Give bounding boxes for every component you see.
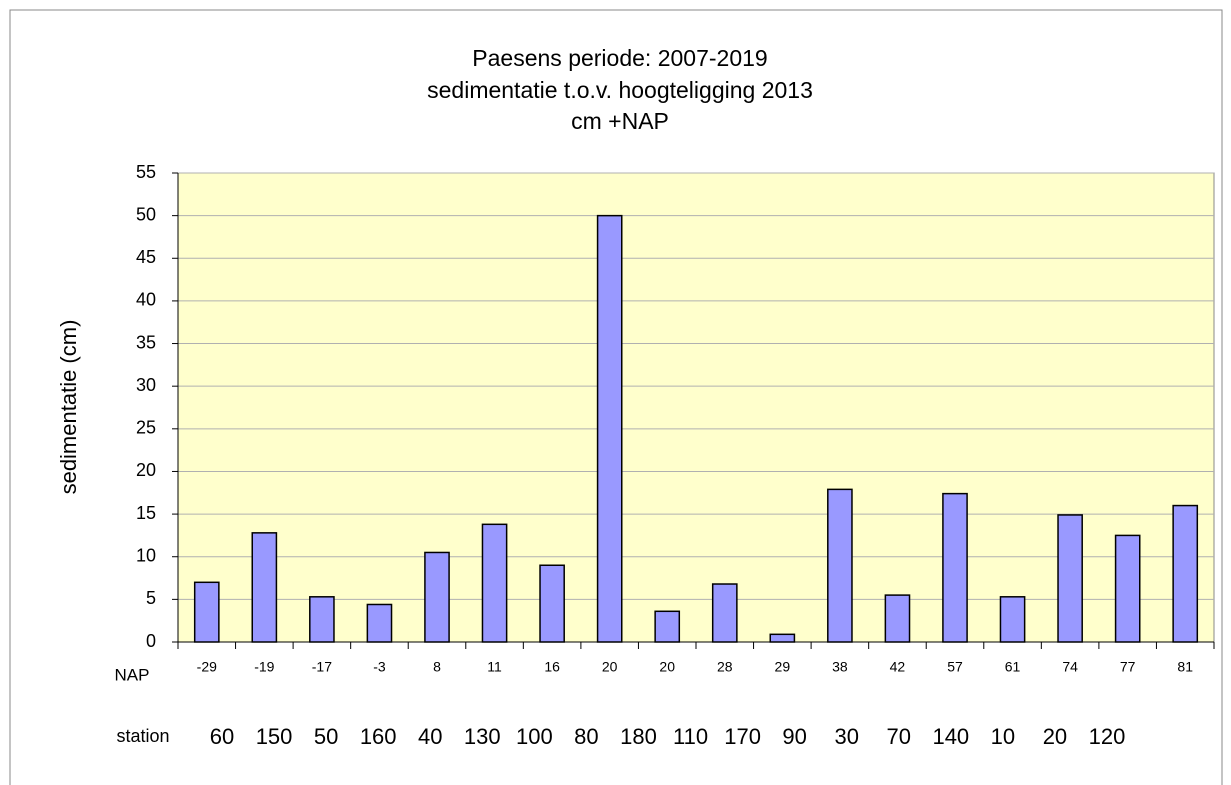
y-tick-label: 10 [136,545,156,565]
x-tick-label: 20 [659,659,675,675]
x-tick-label: 61 [1005,659,1021,675]
x-tick-label: 42 [890,659,906,675]
y-tick-label: 5 [146,588,156,608]
y-tick-label: 20 [136,460,156,480]
station-label: 10 [991,724,1015,749]
bar [942,492,968,643]
station-label: 90 [782,724,806,749]
x-tick-label: -19 [254,659,274,675]
station-label: 70 [887,724,911,749]
bar [366,603,393,643]
chart-title: Paesens periode: 2007-2019 [472,45,767,71]
station-label: 170 [724,724,761,749]
bar [999,596,1026,643]
station-label: 20 [1043,724,1067,749]
chart-title: cm +NAP [571,108,669,134]
x-tick-label: -17 [312,659,332,675]
bar [884,594,911,643]
station-label: 140 [932,724,969,749]
chart-title: sedimentatie t.o.v. hoogteligging 2013 [427,77,813,103]
bar [596,214,623,643]
y-tick-label: 25 [136,418,156,438]
bar [251,532,278,643]
x-tick-label: -3 [373,659,386,675]
x-tick-label: 57 [947,659,963,675]
bar [1114,534,1141,643]
x-tick-label: 74 [1062,659,1078,675]
x-tick-label: 11 [487,659,502,675]
station-label: 80 [574,724,598,749]
station-label: 60 [210,724,234,749]
bar [193,581,220,643]
y-tick-label: 50 [136,204,156,224]
bar [309,596,335,643]
station-label: 40 [418,724,442,749]
bar [827,488,853,643]
x-tick-label: 29 [775,659,791,675]
row-label: station [116,726,169,746]
y-tick-label: 0 [146,631,156,651]
bar [424,551,450,643]
bar [711,583,738,643]
station-label: 120 [1089,724,1126,749]
station-label: 30 [834,724,858,749]
x-tick-label: -29 [197,659,217,675]
y-axis-label: sedimentatie (cm) [56,320,81,495]
y-tick-label: 55 [136,162,156,182]
y-tick-label: 45 [136,247,156,267]
bar [539,564,565,643]
y-tick-label: 40 [136,290,156,310]
y-tick-label: 30 [136,375,156,395]
station-label: 100 [516,724,553,749]
x-tick-label: 8 [433,659,441,675]
y-tick-label: 15 [136,503,156,523]
x-tick-label: 28 [717,659,733,675]
station-label: 130 [464,724,501,749]
x-tick-label: 16 [544,659,560,675]
bar [1172,504,1199,643]
station-label: 110 [673,724,708,749]
bar [769,633,796,643]
x-tick-label: 81 [1177,659,1193,675]
station-label: 150 [256,724,293,749]
bar [481,523,508,643]
plot-area [177,172,1215,643]
x-tick-label: 20 [602,659,618,675]
bar [654,610,681,643]
station-label: 180 [620,724,657,749]
row-label: NAP [115,665,150,684]
x-tick-label: 77 [1120,659,1136,675]
station-label: 160 [360,724,397,749]
station-label: 50 [314,724,338,749]
x-tick-label: 38 [832,659,848,675]
bar [1057,514,1083,643]
y-tick-label: 35 [136,332,156,352]
